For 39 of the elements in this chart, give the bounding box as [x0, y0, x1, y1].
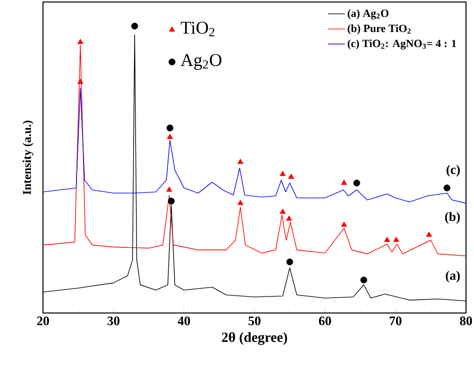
point [353, 180, 360, 186]
point [280, 208, 286, 214]
point [384, 236, 390, 242]
legend-label: Ag$_{2}$O [180, 54, 222, 70]
point [341, 180, 347, 185]
x-tick-label: 50 [248, 316, 260, 326]
x-tick-label: 40 [178, 316, 190, 326]
annotation: (a) [446, 270, 460, 283]
point [341, 222, 347, 227]
point [444, 184, 450, 192]
legend-label: (b) Pure TiO$_{2}$ [348, 24, 411, 34]
y-axis-title: Intensity (a.u.) [22, 120, 34, 194]
point [166, 124, 174, 132]
point [280, 170, 286, 176]
legend-label: (a) Ag$_{2}$O [348, 9, 388, 20]
point [166, 186, 172, 192]
x-tick-label: 80 [460, 316, 472, 326]
x-tick-label: 20 [37, 316, 49, 326]
x-tick-label: 30 [108, 316, 120, 326]
point [77, 38, 84, 44]
point [360, 276, 368, 284]
legend-label: TiO$_{2}$ [180, 22, 214, 36]
x-axis-title: 2θ (degree) [222, 332, 288, 345]
point [426, 232, 432, 237]
x-tick-label: 60 [318, 316, 331, 326]
point [168, 198, 175, 204]
annotation: (c) [446, 164, 460, 177]
legend-label: (c) TiO$_{2}$: AgNO$_{3}$= 4 : 1 [348, 39, 456, 50]
point [286, 216, 292, 221]
point [237, 158, 244, 164]
point [131, 22, 138, 30]
annotation: (b) [445, 212, 460, 224]
point [393, 236, 400, 242]
point [166, 134, 173, 139]
point [237, 200, 244, 205]
x-tick-label: 70 [390, 316, 402, 326]
point [77, 78, 84, 84]
point [286, 258, 294, 266]
point [288, 174, 294, 179]
